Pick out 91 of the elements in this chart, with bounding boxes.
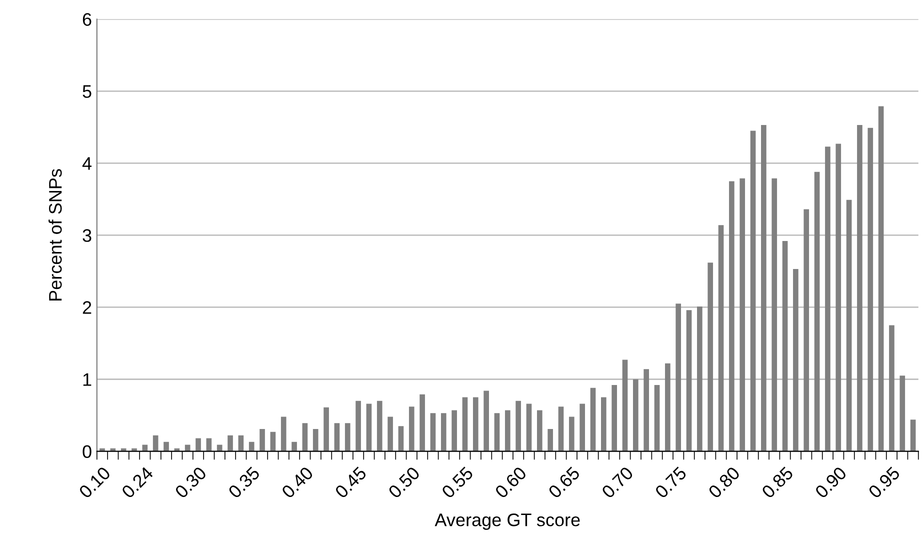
x-tick-label: 0.24 (120, 466, 154, 499)
bar (526, 404, 532, 452)
x-tick-label: 0.50 (388, 466, 421, 499)
bar (612, 385, 617, 452)
bar (430, 413, 436, 452)
bar (761, 125, 766, 452)
x-tick-label: 0.55 (440, 466, 474, 499)
bar (814, 172, 820, 452)
y-tick-label: 2 (82, 301, 92, 314)
bar (494, 413, 500, 452)
bar (676, 304, 682, 452)
x-tick-label: 0.35 (228, 466, 260, 499)
bar (440, 413, 446, 452)
bar (665, 363, 670, 452)
bar (622, 360, 628, 452)
bar (280, 416, 286, 452)
bar (568, 416, 574, 452)
bar (152, 435, 158, 452)
x-tick-label: 0.30 (174, 466, 208, 499)
bar (633, 379, 638, 452)
x-tick-label: 0.80 (708, 466, 741, 499)
bar (750, 130, 756, 452)
bar (248, 442, 254, 452)
bar (793, 269, 798, 452)
bar (718, 225, 724, 452)
x-tick-label: 0.40 (280, 466, 314, 499)
bar (548, 428, 553, 452)
x-tick-label: 0.60 (494, 466, 528, 499)
y-tick-label: 6 (82, 13, 92, 26)
bar (804, 209, 810, 452)
bar (452, 410, 457, 452)
bar (516, 400, 521, 452)
bar (302, 423, 308, 452)
bar (601, 397, 606, 452)
y-tick-label: 0 (82, 445, 92, 458)
bar (590, 388, 596, 452)
x-tick-label: 0.70 (600, 466, 634, 499)
bar (697, 306, 702, 452)
bar (334, 423, 340, 452)
bar (580, 404, 585, 452)
bar (708, 262, 714, 452)
bar (420, 394, 425, 452)
bar (504, 410, 510, 452)
bar (857, 125, 862, 452)
y-axis-title: Percent of SNPs (48, 169, 62, 300)
bar (825, 146, 830, 452)
bar (644, 369, 650, 452)
x-tick-label: 0.95 (868, 466, 901, 499)
bar (472, 397, 478, 452)
x-tick-label: 0.10 (78, 466, 112, 499)
y-tick-label: 5 (82, 85, 92, 98)
bar (782, 240, 788, 452)
bar (868, 128, 874, 452)
bar (312, 428, 318, 452)
y-tick-label: 4 (82, 157, 92, 170)
bar (462, 397, 468, 452)
bar (536, 410, 542, 452)
x-axis-title: Average GT score (434, 514, 580, 530)
bar (366, 404, 372, 452)
x-tick-label: 0.75 (654, 466, 688, 499)
bar (292, 442, 297, 452)
x-tick-label: 0.45 (334, 466, 368, 499)
bar (740, 178, 746, 452)
bar (388, 416, 393, 452)
y-tick-label: 3 (82, 229, 92, 242)
bar (836, 144, 842, 452)
bar (900, 376, 906, 452)
bar (686, 310, 692, 452)
bar (324, 407, 329, 452)
bar (889, 325, 894, 452)
bar (729, 181, 734, 452)
bar (408, 406, 414, 452)
bar (398, 426, 404, 452)
bar (260, 428, 265, 452)
bar (484, 390, 489, 452)
x-tick-label: 0.65 (548, 466, 581, 499)
bar (846, 200, 852, 452)
bar (228, 435, 233, 452)
bar (558, 406, 564, 452)
bar (772, 178, 778, 452)
bar (356, 400, 361, 452)
x-tick-label: 0.90 (814, 466, 848, 499)
bar (164, 442, 169, 452)
bar (878, 106, 884, 452)
bar (376, 400, 382, 452)
bar (910, 420, 916, 452)
bar (196, 438, 201, 452)
y-tick-label: 1 (83, 373, 92, 386)
bar (344, 423, 350, 452)
bar (654, 385, 660, 452)
x-tick-label: 0.85 (761, 466, 794, 499)
